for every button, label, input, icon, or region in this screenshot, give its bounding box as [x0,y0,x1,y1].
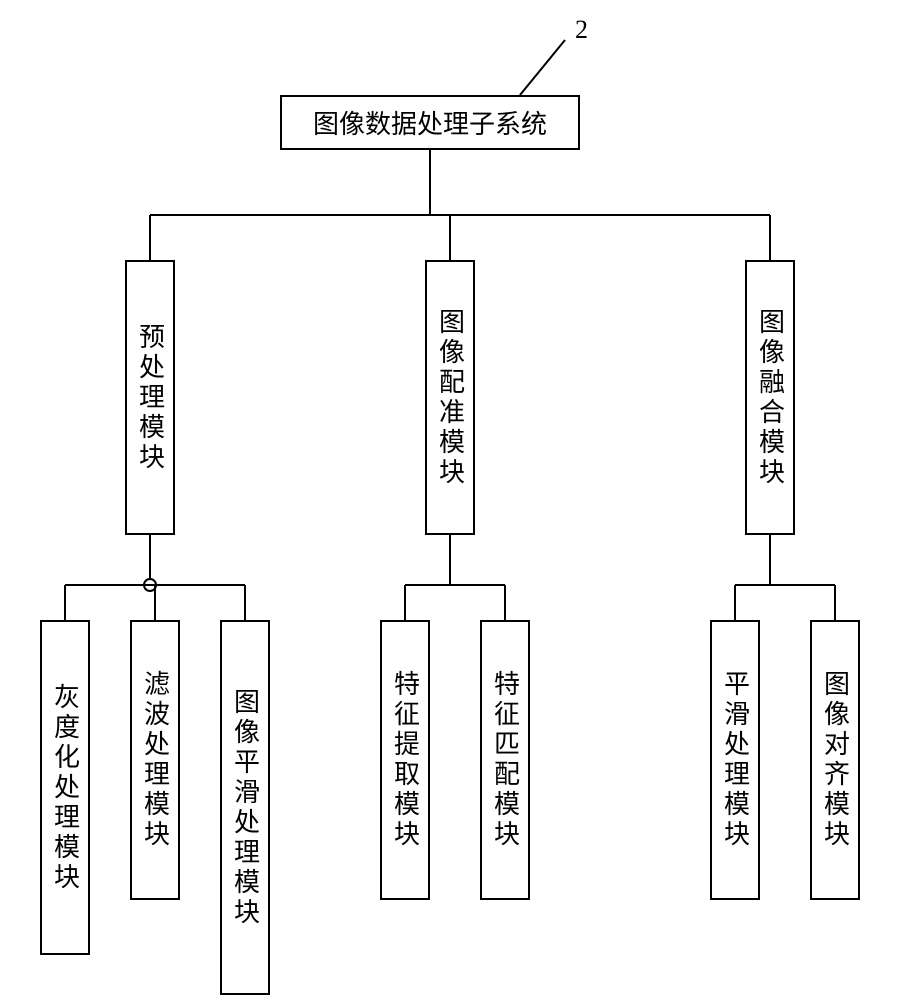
leaf-node-feature-match: 特征匹配模块 [480,620,530,900]
annotation-2: 2 [575,15,588,45]
leaf-node-grayscale-label: 灰度化处理模块 [47,683,84,893]
leaf-node-image-align-label: 图像对齐模块 [817,670,854,850]
annotation-2-text: 2 [575,15,588,44]
leaf-node-filter: 滤波处理模块 [130,620,180,900]
leaf-node-grayscale: 灰度化处理模块 [40,620,90,955]
leaf-node-image-smooth-label: 图像平滑处理模块 [227,688,264,928]
leaf-node-feature-extract: 特征提取模块 [380,620,430,900]
mid-node-fusion-label: 图像融合模块 [752,308,789,488]
leaf-node-feature-extract-label: 特征提取模块 [387,670,424,850]
root-node: 图像数据处理子系统 [280,95,580,150]
mid-node-registration-label: 图像配准模块 [432,308,469,488]
mid-node-preprocessing-label: 预处理模块 [132,323,169,473]
mid-node-preprocessing: 预处理模块 [125,260,175,535]
leaf-node-image-align: 图像对齐模块 [810,620,860,900]
mid-node-registration: 图像配准模块 [425,260,475,535]
root-node-label: 图像数据处理子系统 [313,104,547,141]
leaf-node-image-smooth: 图像平滑处理模块 [220,620,270,995]
leaf-node-filter-label: 滤波处理模块 [137,670,174,850]
leaf-node-feature-match-label: 特征匹配模块 [487,670,524,850]
leaf-node-smooth-process: 平滑处理模块 [710,620,760,900]
leaf-node-smooth-process-label: 平滑处理模块 [717,670,754,850]
mid-node-fusion: 图像融合模块 [745,260,795,535]
